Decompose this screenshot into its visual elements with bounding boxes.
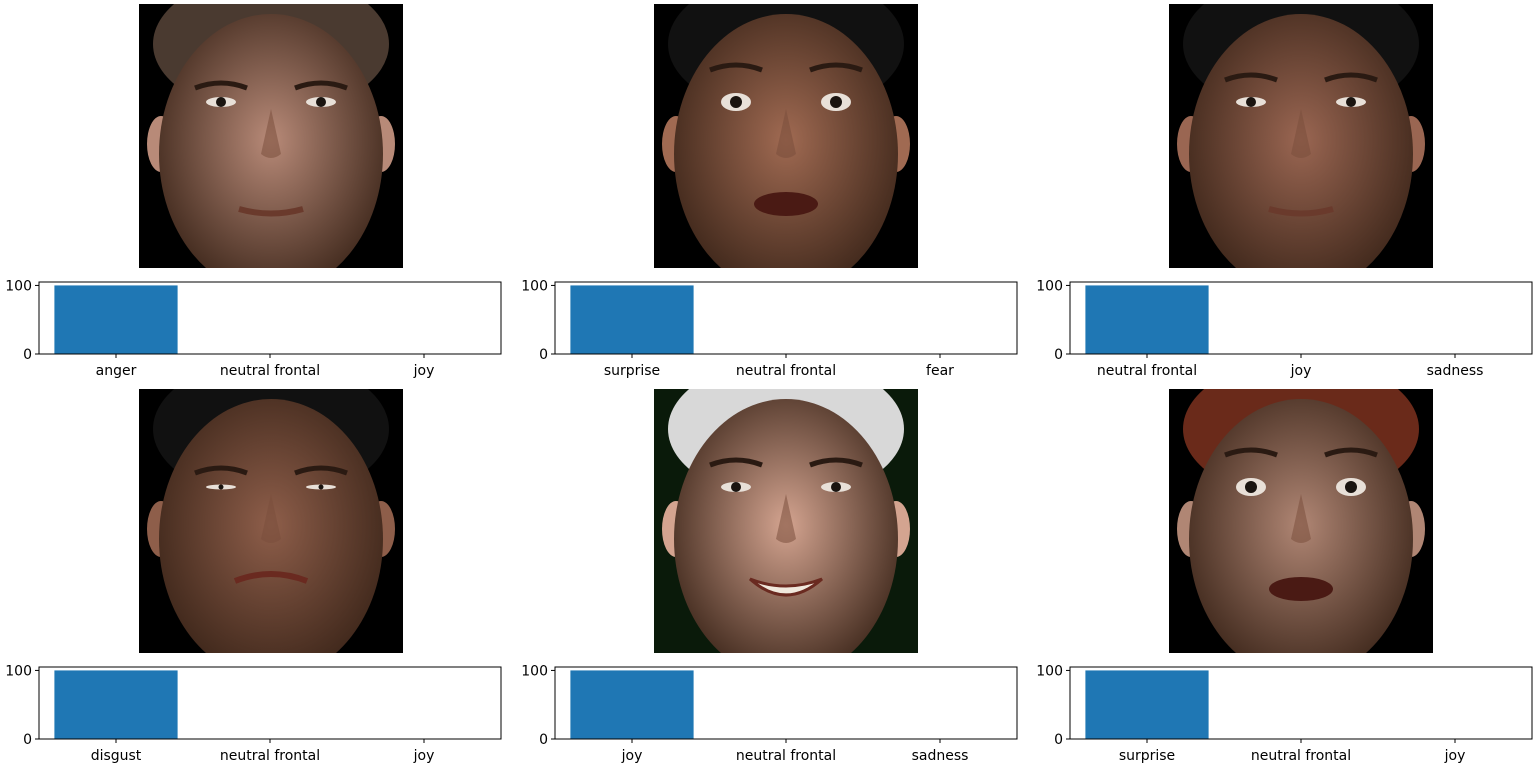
- bar: [54, 670, 178, 739]
- face-portrait: [139, 4, 403, 268]
- nose: [776, 109, 796, 158]
- x-tick-label: joy: [413, 363, 435, 379]
- nose: [1291, 494, 1311, 543]
- mouth: [233, 571, 309, 584]
- nose: [1291, 109, 1311, 158]
- y-tick-label: 100: [521, 280, 548, 294]
- y-tick-label: 100: [5, 665, 32, 679]
- bar: [1085, 285, 1209, 354]
- x-tick-label: joy: [413, 748, 435, 764]
- x-tick-label: neutral frontal: [220, 748, 320, 764]
- eyebrow-left: [194, 465, 248, 476]
- y-tick-label: 0: [1054, 347, 1063, 363]
- face-portrait: [654, 389, 918, 653]
- face-image: [654, 389, 918, 653]
- pupil-left: [216, 97, 226, 107]
- x-tick-label: neutral frontal: [736, 748, 836, 764]
- y-tick-label: 0: [539, 347, 548, 363]
- eyebrow-right: [294, 465, 348, 476]
- face-image: [139, 4, 403, 268]
- mouth: [754, 192, 818, 216]
- x-tick-label: neutral frontal: [1097, 363, 1197, 379]
- face-image: [139, 389, 403, 653]
- eyebrow-right: [809, 457, 863, 468]
- pupil-right: [318, 484, 324, 490]
- face-portrait: [1169, 389, 1433, 653]
- x-tick-label: fear: [926, 363, 954, 379]
- bar-chart: 0 100 anger neutral frontal joy: [5, 280, 502, 379]
- x-tick-label: surprise: [604, 363, 660, 379]
- face-portrait: [139, 389, 403, 653]
- pupil-right: [1346, 97, 1356, 107]
- mouth: [1269, 577, 1333, 601]
- eyebrow-right: [1324, 72, 1378, 83]
- x-tick-label: sadness: [912, 748, 969, 764]
- y-tick-label: 0: [1054, 732, 1063, 748]
- bar-chart: 0 100 surprise neutral frontal fear: [521, 280, 1018, 379]
- bar-chart: 0 100 joy neutral frontal sadness: [521, 665, 1018, 764]
- nose: [261, 494, 281, 543]
- pupil-right: [316, 97, 326, 107]
- bar-chart: 0 100 neutral frontal joy sadness: [1036, 280, 1533, 379]
- pupil-left: [730, 96, 742, 108]
- bar: [570, 285, 694, 354]
- pupil-right: [831, 482, 841, 492]
- eyebrow-right: [294, 80, 348, 91]
- face-portrait: [654, 4, 918, 268]
- x-tick-label: disgust: [91, 748, 142, 764]
- mouth: [749, 577, 823, 597]
- pupil-left: [1245, 481, 1257, 493]
- y-tick-label: 100: [521, 665, 548, 679]
- eyebrow-left: [194, 80, 248, 91]
- bar-chart: 0 100 surprise neutral frontal joy: [1036, 665, 1533, 764]
- y-tick-label: 100: [1036, 280, 1063, 294]
- x-tick-label: neutral frontal: [736, 363, 836, 379]
- face-portrait: [1169, 4, 1433, 268]
- face-image: [1169, 4, 1433, 268]
- pupil-left: [1246, 97, 1256, 107]
- y-tick-label: 100: [5, 280, 32, 294]
- eyebrow-left: [709, 457, 763, 468]
- x-tick-label: surprise: [1119, 748, 1175, 764]
- x-tick-label: joy: [1444, 748, 1466, 764]
- eyebrow-left: [1224, 447, 1278, 458]
- eyebrow-right: [809, 62, 863, 73]
- nose: [261, 109, 281, 158]
- pupil-right: [1345, 481, 1357, 493]
- pupil-right: [830, 96, 842, 108]
- x-tick-label: neutral frontal: [1251, 748, 1351, 764]
- bar: [570, 670, 694, 739]
- x-tick-label: neutral frontal: [220, 363, 320, 379]
- y-tick-label: 100: [1036, 665, 1063, 679]
- y-tick-label: 0: [539, 732, 548, 748]
- pupil-left: [731, 482, 741, 492]
- mouth: [238, 206, 304, 217]
- pupil-left: [218, 484, 224, 490]
- face-image: [654, 4, 918, 268]
- x-tick-label: joy: [621, 748, 643, 764]
- mouth: [1268, 206, 1334, 217]
- x-tick-label: sadness: [1427, 363, 1484, 379]
- x-tick-label: anger: [96, 363, 137, 379]
- bar: [1085, 670, 1209, 739]
- bar: [54, 285, 178, 354]
- eyebrow-right: [1324, 447, 1378, 458]
- y-tick-label: 0: [23, 732, 32, 748]
- eyebrow-left: [1224, 72, 1278, 83]
- face-image: [1169, 389, 1433, 653]
- x-tick-label: joy: [1290, 363, 1312, 379]
- nose: [776, 494, 796, 543]
- y-tick-label: 0: [23, 347, 32, 363]
- eyebrow-left: [709, 62, 763, 73]
- bar-chart: 0 100 disgust neutral frontal joy: [5, 665, 502, 764]
